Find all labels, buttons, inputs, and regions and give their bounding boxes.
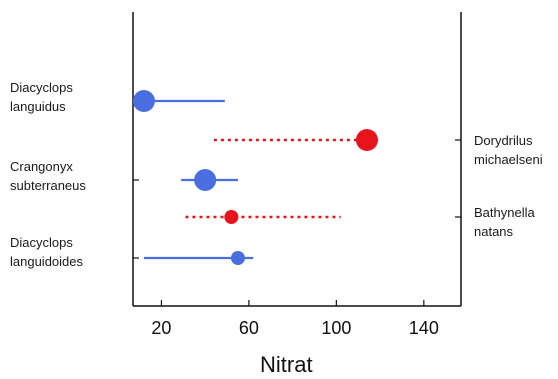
right-label-bathynella-natans: Bathynella natans bbox=[474, 203, 535, 241]
point-crangonyx-subterraneus bbox=[194, 169, 217, 191]
left-label-line2: languidoides bbox=[10, 254, 84, 269]
x-tick-label-60: 60 bbox=[239, 318, 259, 338]
left-label-line2: subterraneus bbox=[10, 178, 86, 193]
right-label-dorydrilus-michaelseni: Dorydrilus michaelseni bbox=[474, 131, 543, 169]
x-tick-label-100: 100 bbox=[321, 318, 351, 338]
x-axis-title: Nitrat bbox=[260, 352, 313, 377]
point-diacyclops-languidus bbox=[132, 90, 155, 112]
left-label-line1: Crangonyx bbox=[10, 159, 73, 174]
point-dorydrilus-michaelseni bbox=[355, 129, 378, 151]
left-label-line1: Diacyclops bbox=[10, 235, 73, 250]
left-label-crangonyx-subterraneus: Crangonyx subterraneus bbox=[10, 157, 86, 195]
left-label-line1: Diacyclops bbox=[10, 80, 73, 95]
right-label-line1: Dorydrilus bbox=[474, 133, 533, 148]
chart-marks: 20 60 100 140 bbox=[132, 90, 461, 338]
point-bathynella-natans bbox=[224, 210, 239, 224]
x-tick-label-140: 140 bbox=[409, 318, 439, 338]
x-tick-label-20: 20 bbox=[151, 318, 171, 338]
left-label-diacyclops-languidus: Diacyclops languidus bbox=[10, 78, 73, 116]
right-label-line1: Bathynella bbox=[474, 205, 535, 220]
point-diacyclops-languidoides bbox=[230, 251, 245, 265]
left-label-line2: languidus bbox=[10, 99, 66, 114]
right-label-line2: natans bbox=[474, 224, 514, 239]
left-label-diacyclops-languidoides: Diacyclops languidoides bbox=[10, 233, 83, 271]
right-label-line2: michaelseni bbox=[474, 152, 543, 167]
